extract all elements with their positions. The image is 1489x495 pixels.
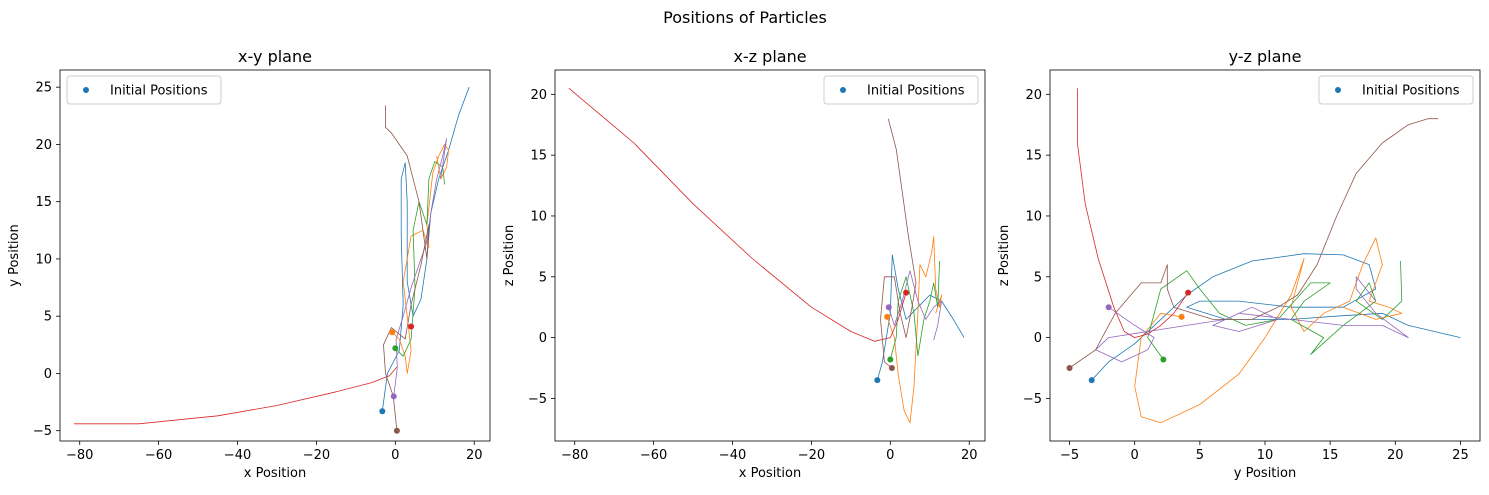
y-tick-label: 25: [35, 81, 52, 96]
y-tick-label: 10: [530, 209, 547, 224]
legend-box: [66, 75, 222, 105]
chart-2: y-z plane −5 0 5 10 15 20 25 −5 0 5 10 15 20 y Positio…: [997, 47, 1481, 481]
x-tick-label: 5: [1196, 448, 1204, 463]
initial-position-point: [379, 408, 386, 415]
x-tick-label: −40: [719, 448, 746, 463]
trajectory-line: [1069, 118, 1439, 369]
y-tick-label: 0: [1034, 331, 1042, 346]
x-tick-label: −80: [66, 448, 93, 463]
y-axis-label: z Position: [997, 225, 1012, 287]
y-tick-label: 10: [35, 252, 52, 267]
legend-box: [823, 75, 979, 105]
x-tick-label: −80: [561, 448, 588, 463]
initial-position-point: [389, 329, 396, 336]
initial-position-point: [874, 377, 881, 384]
y-axis-label: y Position: [7, 224, 22, 286]
y-tick-label: 15: [35, 195, 52, 210]
plot-frame: [1049, 69, 1481, 442]
chart-1: x-z plane −80 −60 −40 −20 0 20 −5 0 5 10 15 20 x Posi…: [502, 47, 986, 481]
x-tick-label: −20: [798, 448, 825, 463]
y-tick-label: −5: [33, 424, 52, 439]
plot-frame: [554, 69, 986, 442]
x-tick-label: 10: [1257, 448, 1274, 463]
figure-suptitle: Positions of Particles: [663, 8, 827, 27]
y-tick-label: 15: [1025, 149, 1042, 164]
x-tick-label: −60: [145, 448, 172, 463]
chart-title: y-z plane: [1229, 47, 1302, 66]
trajectory-line: [568, 87, 907, 342]
initial-position-point: [1185, 289, 1192, 296]
initial-position-point: [884, 313, 891, 320]
x-tick-label: 25: [1452, 448, 1469, 463]
x-tick-label: 20: [466, 448, 483, 463]
trajectory-line: [880, 118, 917, 369]
chart-title: x-z plane: [733, 47, 806, 66]
initial-position-point: [393, 427, 400, 434]
initial-position-point: [1160, 356, 1167, 363]
trajectory-line: [1134, 237, 1403, 424]
x-tick-label: −40: [224, 448, 251, 463]
initial-position-point: [1088, 377, 1095, 384]
y-tick-label: 0: [539, 331, 547, 346]
legend-marker: [840, 87, 846, 93]
y-tick-label: 5: [1034, 270, 1042, 285]
legend-label: Initial Positions: [1362, 84, 1460, 99]
legend: Initial Positions: [823, 75, 979, 105]
trajectory-line: [876, 254, 965, 381]
initial-position-point: [408, 323, 415, 330]
x-tick-label: 20: [1387, 448, 1404, 463]
legend-box: [1318, 75, 1474, 105]
initial-position-point: [1105, 304, 1112, 311]
y-tick-label: −5: [1023, 392, 1042, 407]
legend-label: Initial Positions: [110, 84, 208, 99]
initial-position-point: [390, 393, 397, 400]
initial-position-point: [1178, 313, 1185, 320]
x-tick-label: 0: [886, 448, 894, 463]
legend: Initial Positions: [66, 75, 222, 105]
trajectory-line: [383, 105, 430, 431]
legend-marker: [83, 87, 89, 93]
initial-position-point: [885, 304, 892, 311]
trajectory-line: [1095, 276, 1409, 363]
y-axis-label: z Position: [502, 225, 517, 287]
x-axis-label: x Position: [244, 466, 306, 481]
legend-label: Initial Positions: [867, 84, 965, 99]
x-tick-label: −20: [303, 448, 330, 463]
y-tick-label: 15: [530, 149, 547, 164]
x-tick-label: 0: [1131, 448, 1139, 463]
trajectory-line: [1147, 260, 1403, 360]
y-tick-label: 20: [1025, 88, 1042, 103]
y-tick-label: 5: [44, 310, 52, 325]
chart-title: x-y plane: [238, 47, 312, 66]
x-axis-label: x Position: [739, 466, 801, 481]
plot-frame: [59, 69, 491, 442]
chart-0: x-y plane −80 −60 −40 −20 0 20 −5 0 5 10 15 20 25 x Po…: [7, 47, 491, 481]
legend-marker: [1335, 87, 1341, 93]
y-tick-label: −5: [528, 392, 547, 407]
initial-position-point: [887, 356, 894, 363]
legend: Initial Positions: [1318, 75, 1474, 105]
trajectory-line: [888, 270, 942, 341]
x-axis-label: y Position: [1234, 466, 1296, 481]
x-tick-label: 0: [391, 448, 399, 463]
y-tick-label: 20: [35, 138, 52, 153]
y-tick-label: 20: [530, 88, 547, 103]
x-tick-label: 20: [961, 448, 978, 463]
initial-position-point: [1066, 365, 1073, 372]
initial-position-point: [903, 289, 910, 296]
y-tick-label: 5: [539, 270, 547, 285]
trajectory-line: [889, 260, 940, 360]
x-tick-label: −5: [1060, 448, 1079, 463]
trajectory-line: [1077, 88, 1189, 339]
x-tick-label: −60: [640, 448, 667, 463]
y-tick-label: 10: [1025, 209, 1042, 224]
x-tick-label: 15: [1322, 448, 1339, 463]
initial-position-point: [888, 365, 895, 372]
y-tick-label: 0: [44, 367, 52, 382]
initial-position-point: [392, 345, 399, 352]
